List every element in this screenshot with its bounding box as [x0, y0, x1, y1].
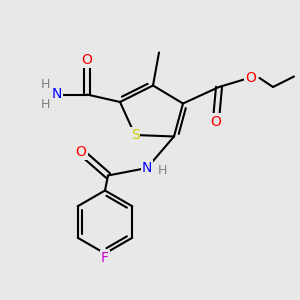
Text: H: H [40, 77, 50, 91]
Text: O: O [82, 53, 92, 67]
Text: F: F [101, 251, 109, 265]
Text: N: N [142, 161, 152, 175]
Text: O: O [76, 145, 86, 158]
Text: S: S [130, 128, 140, 142]
Text: O: O [211, 115, 221, 128]
Text: H: H [40, 98, 50, 112]
Text: O: O [245, 71, 256, 85]
Text: N: N [52, 88, 62, 101]
Text: H: H [157, 164, 167, 178]
